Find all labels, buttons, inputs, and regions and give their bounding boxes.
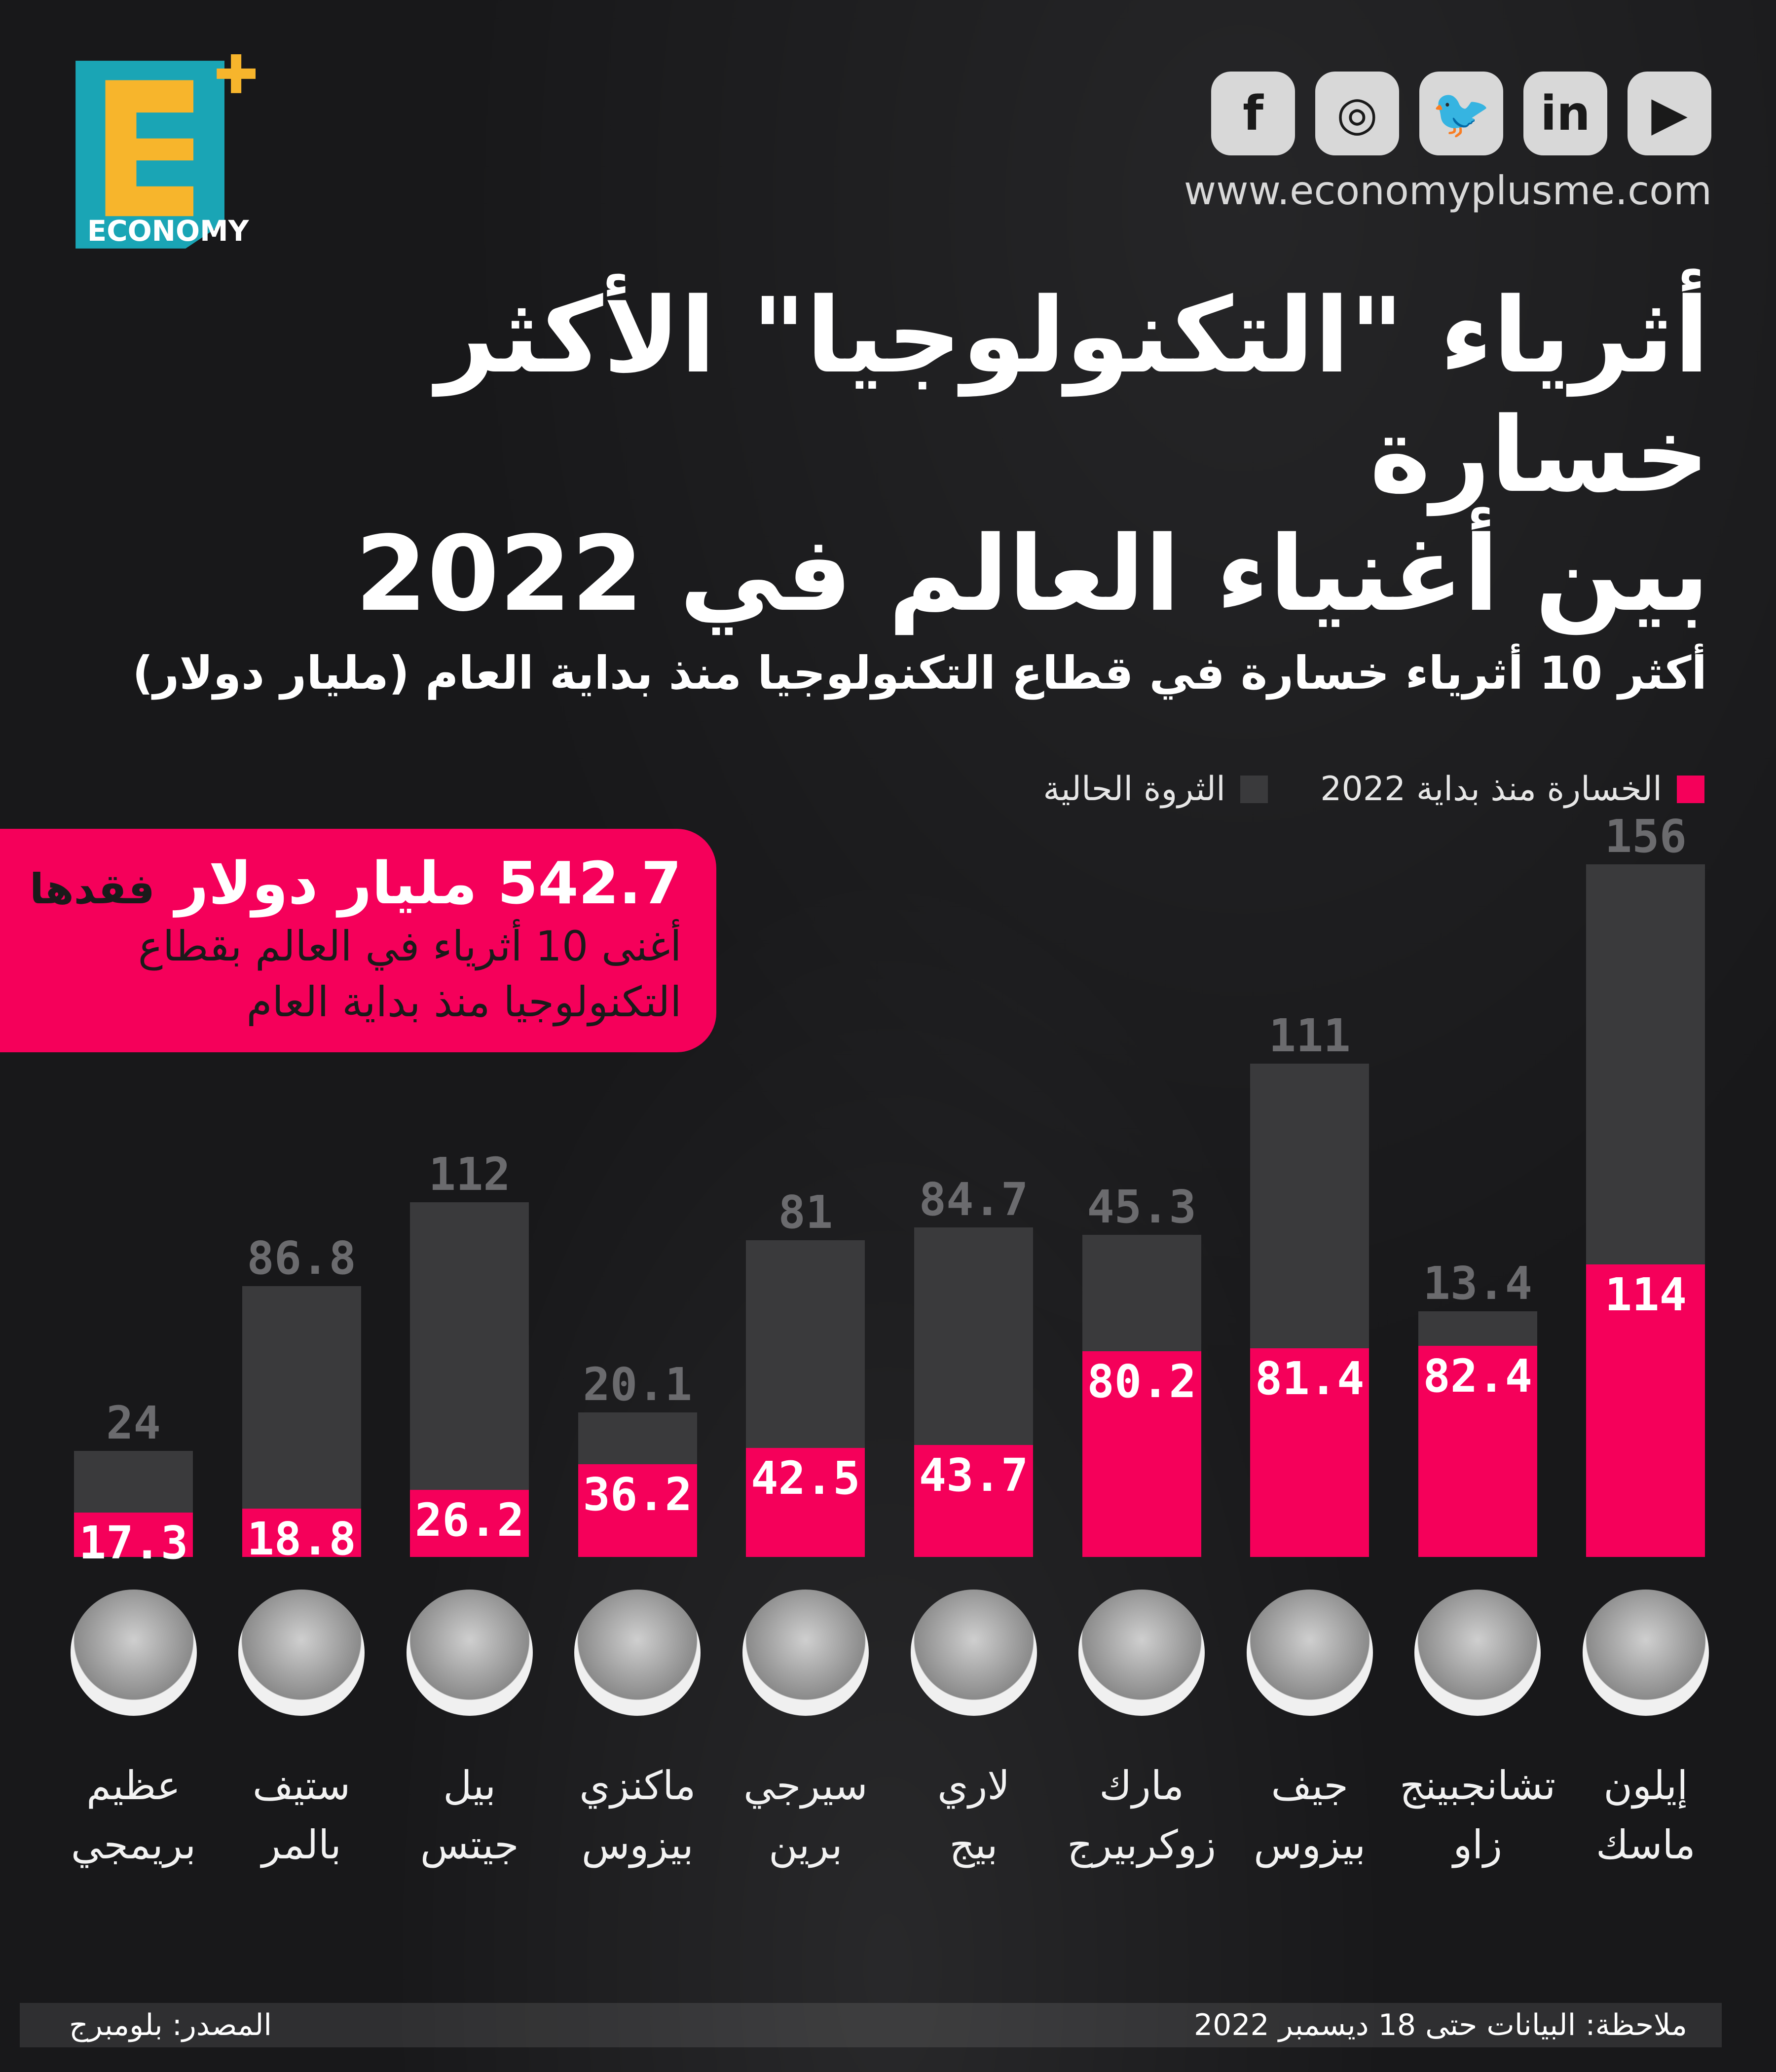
person-photo [1078,1590,1205,1716]
title-line-1: أثرياء "التكنولوجيا" الأكثر خسارة [436,275,1709,516]
bar-wealth [914,1227,1033,1445]
callout-amount: 542.7 مليار دولار [175,849,682,917]
person-first-name: ستيف [253,1763,351,1809]
bar-wealth [1082,1235,1201,1351]
person-last-name: برين [769,1822,843,1868]
person-photo [1246,1590,1373,1716]
label-wealth: 20.1 [583,1358,693,1411]
label-wealth: 24 [106,1397,161,1450]
legend-swatch-loss [1677,775,1704,803]
legend-label-wealth: الثروة الحالية [1043,770,1225,809]
person-photo [910,1590,1037,1716]
footer-note: ملاحظة: البيانات حتى 18 ديسمبر 2022 [1193,2008,1687,2042]
page-title: أثرياء "التكنولوجيا" الأكثر خسارة بين أغ… [67,276,1709,634]
twitter-icon[interactable]: 🐦 [1419,72,1503,155]
person-photo [238,1590,365,1716]
bar-wealth [746,1240,865,1448]
legend-label-loss: الخسارة منذ بداية 2022 [1320,770,1662,809]
total-loss-callout: 542.7 مليار دولار فقدها أغنى 10 أثرياء ف… [0,829,716,1053]
linkedin-icon[interactable]: in [1523,72,1607,155]
legend-wealth: الثروة الحالية [1043,770,1268,809]
person-first-name: عظيم [86,1763,181,1809]
label-wealth: 86.8 [247,1231,356,1285]
bar-loss [1250,1348,1369,1557]
person-photo [1414,1590,1541,1716]
bar-loss [74,1513,193,1557]
person-photo [574,1590,701,1716]
label-loss: 36.2 [583,1468,693,1521]
label-wealth: 13.4 [1423,1257,1533,1310]
person-photo [70,1590,197,1716]
label-wealth: 156 [1604,810,1687,863]
label-loss: 26.2 [414,1493,524,1547]
title-line-2: بين أغنياء العالم في 2022 [355,514,1709,634]
label-loss: 18.8 [247,1513,356,1566]
label-loss: 82.4 [1423,1349,1533,1403]
bar-loss [746,1448,865,1557]
bar-loss [1418,1345,1537,1557]
bar-loss [1082,1351,1201,1557]
person-last-name: زاو [1453,1822,1503,1868]
label-loss: 80.2 [1087,1355,1196,1408]
label-loss: 43.7 [919,1448,1029,1502]
legend-swatch-wealth [1240,775,1268,803]
callout-line-3: التكنولوجيا منذ بداية العام [246,977,682,1026]
label-wealth: 84.7 [919,1173,1029,1226]
person-first-name: جيف [1271,1763,1348,1809]
website-url[interactable]: www.economyplusme.com [1184,168,1712,214]
label-loss: 17.3 [78,1517,188,1570]
footer-bar: ملاحظة: البيانات حتى 18 ديسمبر 2022 المص… [20,2003,1722,2047]
person-photo [742,1590,869,1716]
bar-wealth [1586,864,1705,1265]
person-last-name: جيتس [420,1822,519,1868]
label-loss: 42.5 [751,1452,860,1505]
label-loss: 81.4 [1255,1352,1365,1405]
person-photo [406,1590,533,1716]
bar-loss [410,1489,529,1557]
person-first-name: سيرجي [743,1763,868,1809]
person-first-name: بيل [443,1763,496,1809]
chart-subtitle: أكثر 10 أثرياء خسارة في قطاع التكنولوجيا… [132,647,1707,700]
label-loss: 114 [1604,1268,1687,1322]
callout-verb: فقدها [30,865,155,913]
bar-wealth [410,1202,529,1490]
bar-wealth [1250,1063,1369,1348]
person-last-name: زوكربيرج [1067,1822,1216,1868]
footer-source: المصدر: بلومبرج [69,2008,272,2042]
label-wealth: 81 [778,1185,833,1239]
person-last-name: بيج [949,1822,998,1868]
bar-loss [914,1444,1033,1557]
person-last-name: ماسك [1596,1822,1696,1868]
instagram-icon[interactable]: ◎ [1315,72,1399,155]
person-first-name: ماكنزي [579,1763,696,1809]
economy-plus-logo: ECONOMY [75,54,256,249]
bar-wealth [74,1451,193,1513]
bar-loss [1586,1264,1705,1557]
facebook-icon[interactable]: f [1211,72,1295,155]
bar-wealth [1418,1311,1537,1346]
person-photo [1582,1590,1709,1716]
stacked-bar-chart: 17.3 24 عظيم بريمجي 18.8 86.8 ستيف بالمر 26.2 112… [70,810,1709,1868]
person-first-name: تشانجبينج [1400,1763,1556,1809]
label-wealth: 112 [428,1148,511,1201]
person-first-name: مارك [1099,1763,1184,1809]
youtube-icon[interactable]: ▶ [1628,72,1711,155]
bar-loss [578,1464,697,1557]
bar-wealth [242,1286,361,1509]
person-last-name: بيزوس [1254,1822,1366,1868]
bar-wealth [578,1412,697,1464]
label-wealth: 45.3 [1087,1181,1196,1234]
legend-loss: الخسارة منذ بداية 2022 [1320,770,1704,809]
bar-loss [242,1509,361,1557]
person-last-name: بالمر [261,1822,341,1868]
person-first-name: لاري [937,1763,1010,1809]
person-last-name: بيزوس [581,1822,694,1868]
svg-text:ECONOMY: ECONOMY [87,214,250,248]
person-last-name: بريمجي [71,1822,196,1868]
label-wealth: 111 [1268,1009,1351,1062]
person-first-name: إيلون [1603,1763,1688,1809]
callout-line-2: أغنى 10 أثرياء في العالم بقطاع [138,922,682,970]
